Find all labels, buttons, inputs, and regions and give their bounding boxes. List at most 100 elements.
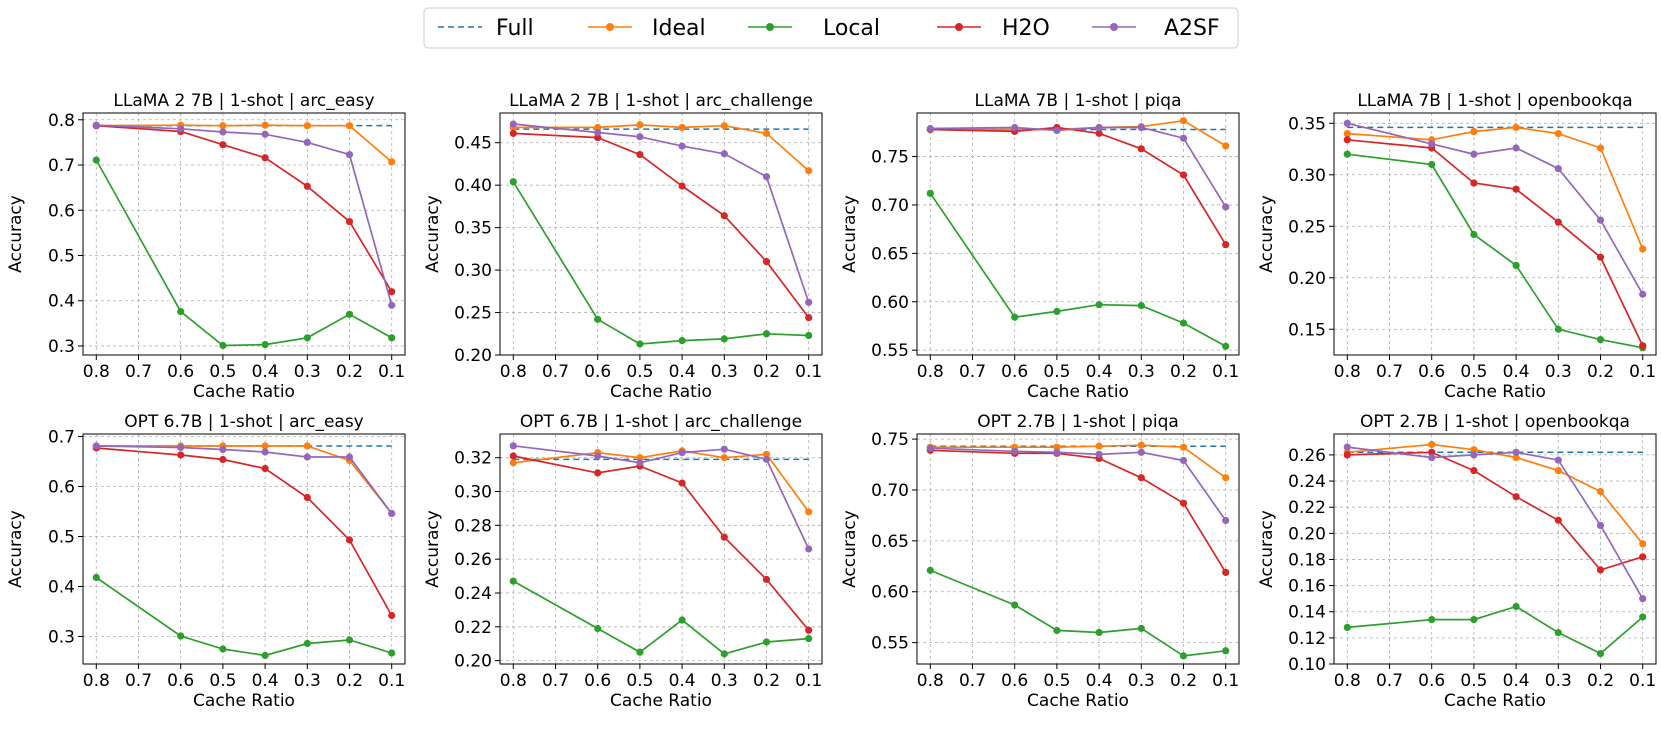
series-ideal-point (1137, 441, 1145, 449)
x-tick-label: 0.4 (1086, 671, 1113, 691)
series-h2o-line (1347, 138, 1644, 347)
series-ideal-point (303, 442, 311, 450)
y-tick-label: 0.20 (1288, 269, 1326, 289)
x-tick-label: 0.6 (167, 362, 194, 382)
legend-marker (766, 23, 774, 31)
series-h2o-point (1639, 342, 1647, 350)
panel-3: 0.8 0.7 0.6 0.5 0.4 0.3 0.2 0.1 0.55 0.60 0.65 0.70… (840, 91, 1240, 402)
legend-entry-full: Full (438, 16, 534, 41)
series-a2sf-point (1554, 456, 1562, 464)
panels: 0.8 0.7 0.6 0.5 0.4 0.3 0.2 0.10.30.40.50.60.70… (6, 91, 1657, 711)
x-axis-label: Cache Ratio (610, 382, 712, 402)
series-local-point (1554, 325, 1562, 333)
x-tick-label: 0.4 (252, 671, 279, 691)
series-a2sf-point (1011, 123, 1019, 132)
y-tick-label: 0.32 (454, 449, 492, 469)
panel-title: LLaMA 7B | 1-shot | openbookqa (1357, 91, 1632, 111)
x-tick-label: 0.4 (1086, 362, 1113, 382)
series-local-point (261, 340, 269, 349)
series-h2o-point (1179, 171, 1188, 179)
series-a2sf-point (92, 442, 100, 450)
series-a2sf-point (678, 142, 686, 150)
panel-7: 0.8 0.7 0.6 0.5 0.4 0.3 0.2 0.1 0.55 0.60 0.65 0.70… (840, 412, 1240, 711)
series-a2sf-point (177, 443, 185, 452)
series-h2o-point (388, 288, 396, 296)
series-local-point (219, 341, 227, 350)
x-tick-label: 0.2 (336, 671, 363, 691)
x-tick-label: 0.8 (83, 671, 110, 691)
y-tick-label: 0.24 (1288, 472, 1326, 492)
series-local-line (95, 576, 392, 657)
series-local-point (1596, 335, 1605, 344)
x-tick-label: 0.5 (209, 362, 236, 382)
series-a2sf-point (926, 124, 934, 133)
legend-entry-ideal: Ideal (588, 16, 706, 41)
y-tick-label: 0.65 (871, 532, 909, 552)
y-tick-label: 0.65 (871, 244, 909, 264)
plot-frame (499, 433, 823, 665)
panel-title: OPT 6.7B | 1-shot | arc_easy (124, 412, 364, 432)
series-a2sf-point (762, 455, 771, 463)
series-local-point (303, 334, 311, 342)
series-a2sf-point (388, 301, 396, 309)
series-ideal-point (720, 122, 728, 130)
series-h2o-point (509, 129, 517, 137)
x-tick-label: 0.5 (1460, 362, 1487, 382)
series-ideal-point (805, 167, 813, 175)
series-h2o-point (762, 257, 771, 266)
series-h2o-point (594, 469, 602, 477)
x-tick-label: 0.2 (336, 362, 363, 382)
series-local-point (636, 340, 644, 348)
series-a2sf-point (1470, 150, 1478, 158)
x-tick-label: 0.1 (1629, 671, 1656, 691)
series-a2sf-point (1053, 448, 1061, 456)
series-a2sf-point (762, 173, 771, 181)
series-local-point (1470, 615, 1478, 624)
series-a2sf-point (636, 133, 644, 141)
y-axis-label: Accuracy (6, 510, 26, 588)
series-ideal-point (509, 459, 517, 467)
series-h2o-point (1596, 566, 1605, 574)
x-tick-label: 0.2 (1170, 671, 1197, 691)
series-local-point (762, 330, 771, 338)
x-tick-label: 0.2 (1170, 362, 1197, 382)
series-ideal-point (345, 122, 354, 130)
series-a2sf-point (1470, 451, 1478, 459)
series-ideal-point (1596, 144, 1605, 152)
series-h2o-point (1095, 129, 1103, 137)
x-axis-label: Cache Ratio (1027, 691, 1129, 711)
x-axis-label: Cache Ratio (1444, 691, 1546, 711)
series-ideal-point (1554, 466, 1562, 475)
series-a2sf-point (1222, 516, 1230, 525)
y-axis-label: Accuracy (6, 195, 26, 273)
x-tick-label: 0.6 (167, 671, 194, 691)
series-a2sf-point (1639, 595, 1647, 603)
series-ideal-point (636, 121, 644, 129)
series-local-point (177, 307, 185, 316)
series-local-point (1179, 652, 1188, 660)
series-a2sf-point (345, 453, 354, 461)
x-tick-label: 0.8 (500, 362, 527, 382)
y-tick-label: 0.25 (454, 304, 492, 324)
series-a2sf-point (177, 125, 185, 133)
panel-5: 0.8 0.7 0.6 0.5 0.4 0.3 0.2 0.1 0.3 0.4 0.5 0.6 0.7 O… (6, 412, 406, 711)
series-ideal-point (303, 122, 311, 130)
series-h2o-point (678, 182, 686, 190)
y-tick-label: 0.4 (48, 578, 75, 598)
x-tick-label: 0.7 (542, 362, 569, 382)
x-tick-label: 0.1 (378, 671, 405, 691)
series-ideal-point (219, 122, 227, 130)
y-tick-label: 0.20 (1288, 524, 1326, 544)
y-axis-label: Accuracy (840, 510, 860, 588)
series-local-point (1053, 626, 1061, 635)
series-h2o-point (303, 493, 311, 502)
y-tick-label: 0.6 (48, 201, 75, 221)
x-tick-label: 0.3 (1128, 671, 1155, 691)
panel-title: OPT 6.7B | 1-shot | arc_challenge (520, 412, 802, 432)
series-local-point (1639, 613, 1647, 621)
series-ideal-point (388, 158, 396, 166)
series-a2sf-point (1343, 119, 1351, 127)
y-axis-label: Accuracy (423, 195, 443, 273)
y-tick-label: 0.26 (454, 550, 492, 570)
y-tick-label: 0.30 (454, 483, 492, 503)
